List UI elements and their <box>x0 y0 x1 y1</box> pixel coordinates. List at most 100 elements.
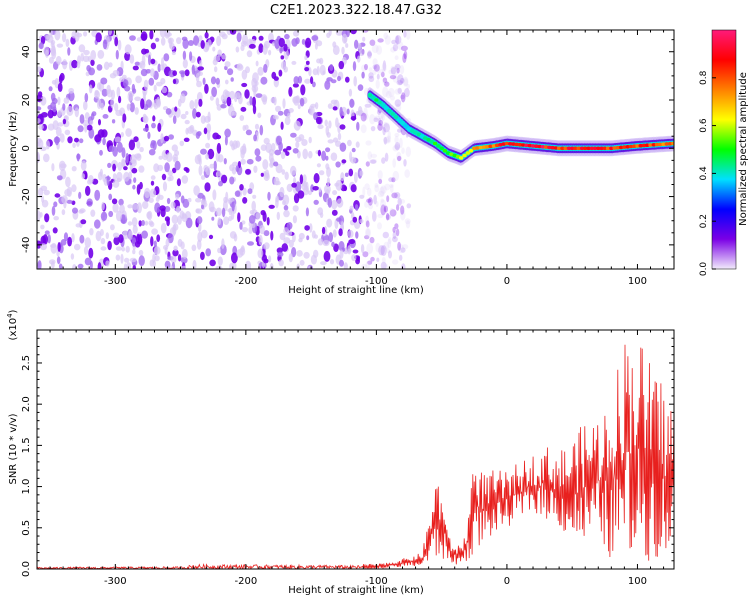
noise-blob <box>215 207 222 217</box>
noise-blob <box>369 236 375 244</box>
noise-blob <box>220 104 227 109</box>
ridge-core <box>596 146 601 151</box>
noise-blob <box>299 259 305 266</box>
ridge-core <box>576 146 581 151</box>
ridge-core <box>622 145 627 149</box>
noise-blob <box>215 77 220 85</box>
noise-blob <box>386 135 392 143</box>
spectrogram-x-axis: -300 -200 -100 0 100 <box>49 30 665 287</box>
noise-blob <box>394 135 399 144</box>
noise-blob <box>53 201 58 208</box>
noise-blob <box>160 37 166 46</box>
noise-blob <box>217 256 223 266</box>
noise-blob <box>283 205 289 211</box>
noise-blob <box>340 221 344 230</box>
noise-blob <box>345 43 349 48</box>
noise-blob <box>383 32 389 40</box>
noise-blob <box>382 77 388 83</box>
noise-blob <box>282 200 286 206</box>
noise-blob <box>128 139 136 151</box>
noise-blob <box>278 37 285 48</box>
noise-blob <box>152 115 156 122</box>
noise-blob <box>150 68 155 77</box>
noise-blob <box>175 193 180 200</box>
ridge-core <box>638 143 643 148</box>
noise-blob <box>164 260 171 269</box>
noise-blob <box>337 122 341 134</box>
noise-blob <box>95 230 102 242</box>
noise-blob <box>263 63 268 73</box>
noise-blob <box>125 128 132 137</box>
noise-blob <box>214 66 218 73</box>
noise-blob <box>40 243 47 251</box>
noise-blob <box>110 224 115 231</box>
noise-blob <box>217 49 222 57</box>
noise-blob <box>381 257 386 264</box>
noise-blob <box>368 197 373 206</box>
noise-blob <box>135 75 142 84</box>
noise-blob <box>244 89 250 99</box>
ridge-core <box>517 142 523 147</box>
noise-blob <box>300 84 306 96</box>
noise-blob <box>99 168 103 177</box>
noise-blob <box>314 42 318 50</box>
noise-blob <box>42 234 48 245</box>
noise-blob <box>278 141 283 152</box>
noise-blob <box>400 45 408 51</box>
noise-blob <box>382 86 389 98</box>
noise-blob <box>385 90 392 99</box>
noise-blob <box>240 106 247 112</box>
noise-blob <box>397 87 402 94</box>
noise-blob <box>384 122 390 128</box>
noise-blob <box>182 50 187 61</box>
noise-blob <box>148 197 154 203</box>
noise-blob <box>308 150 313 159</box>
x-tick-label: -100 <box>365 576 388 587</box>
spectrogram-x-label: Height of straight line (km) <box>288 285 424 296</box>
noise-blob <box>399 254 403 261</box>
noise-blob <box>257 112 262 119</box>
ridge-core <box>423 136 428 140</box>
noise-blob <box>185 217 193 229</box>
ridge-core <box>524 143 529 148</box>
ridge-core <box>632 144 637 148</box>
noise-blob <box>291 38 298 47</box>
noise-blob <box>296 263 301 269</box>
noise-blob <box>112 202 119 213</box>
noise-blob <box>338 60 345 70</box>
noise-blob <box>255 155 262 162</box>
noise-blob <box>332 45 340 56</box>
noise-blob <box>399 65 405 75</box>
noise-blob <box>380 71 385 78</box>
noise-blob <box>118 95 122 104</box>
noise-blob <box>150 175 156 180</box>
noise-blob <box>382 263 388 269</box>
noise-blob <box>372 58 378 66</box>
noise-blob <box>343 185 348 192</box>
noise-blob <box>246 158 254 165</box>
noise-blob <box>268 49 272 56</box>
noise-blob <box>159 30 167 38</box>
noise-blob <box>394 63 401 70</box>
noise-blob <box>322 239 330 247</box>
noise-blob <box>152 253 156 263</box>
noise-blob <box>275 197 279 209</box>
noise-blob <box>213 55 221 62</box>
ridge-core <box>556 146 562 151</box>
noise-blob <box>218 181 223 187</box>
noise-blob <box>324 119 328 127</box>
noise-blob <box>245 260 252 269</box>
ridge-core <box>615 145 621 150</box>
noise-blob <box>242 34 248 45</box>
noise-blob <box>317 124 324 129</box>
noise-blob <box>131 217 138 227</box>
noise-blob <box>127 221 133 226</box>
noise-blob <box>54 78 60 89</box>
colorbar-ticks: 0.0 0.2 0.4 0.6 0.8 <box>699 70 716 276</box>
noise-blob <box>79 234 85 244</box>
noise-blob <box>403 78 409 86</box>
noise-blob <box>370 153 378 158</box>
noise-blob <box>385 212 390 221</box>
noise-blob <box>127 204 133 209</box>
noise-blob <box>321 226 326 235</box>
